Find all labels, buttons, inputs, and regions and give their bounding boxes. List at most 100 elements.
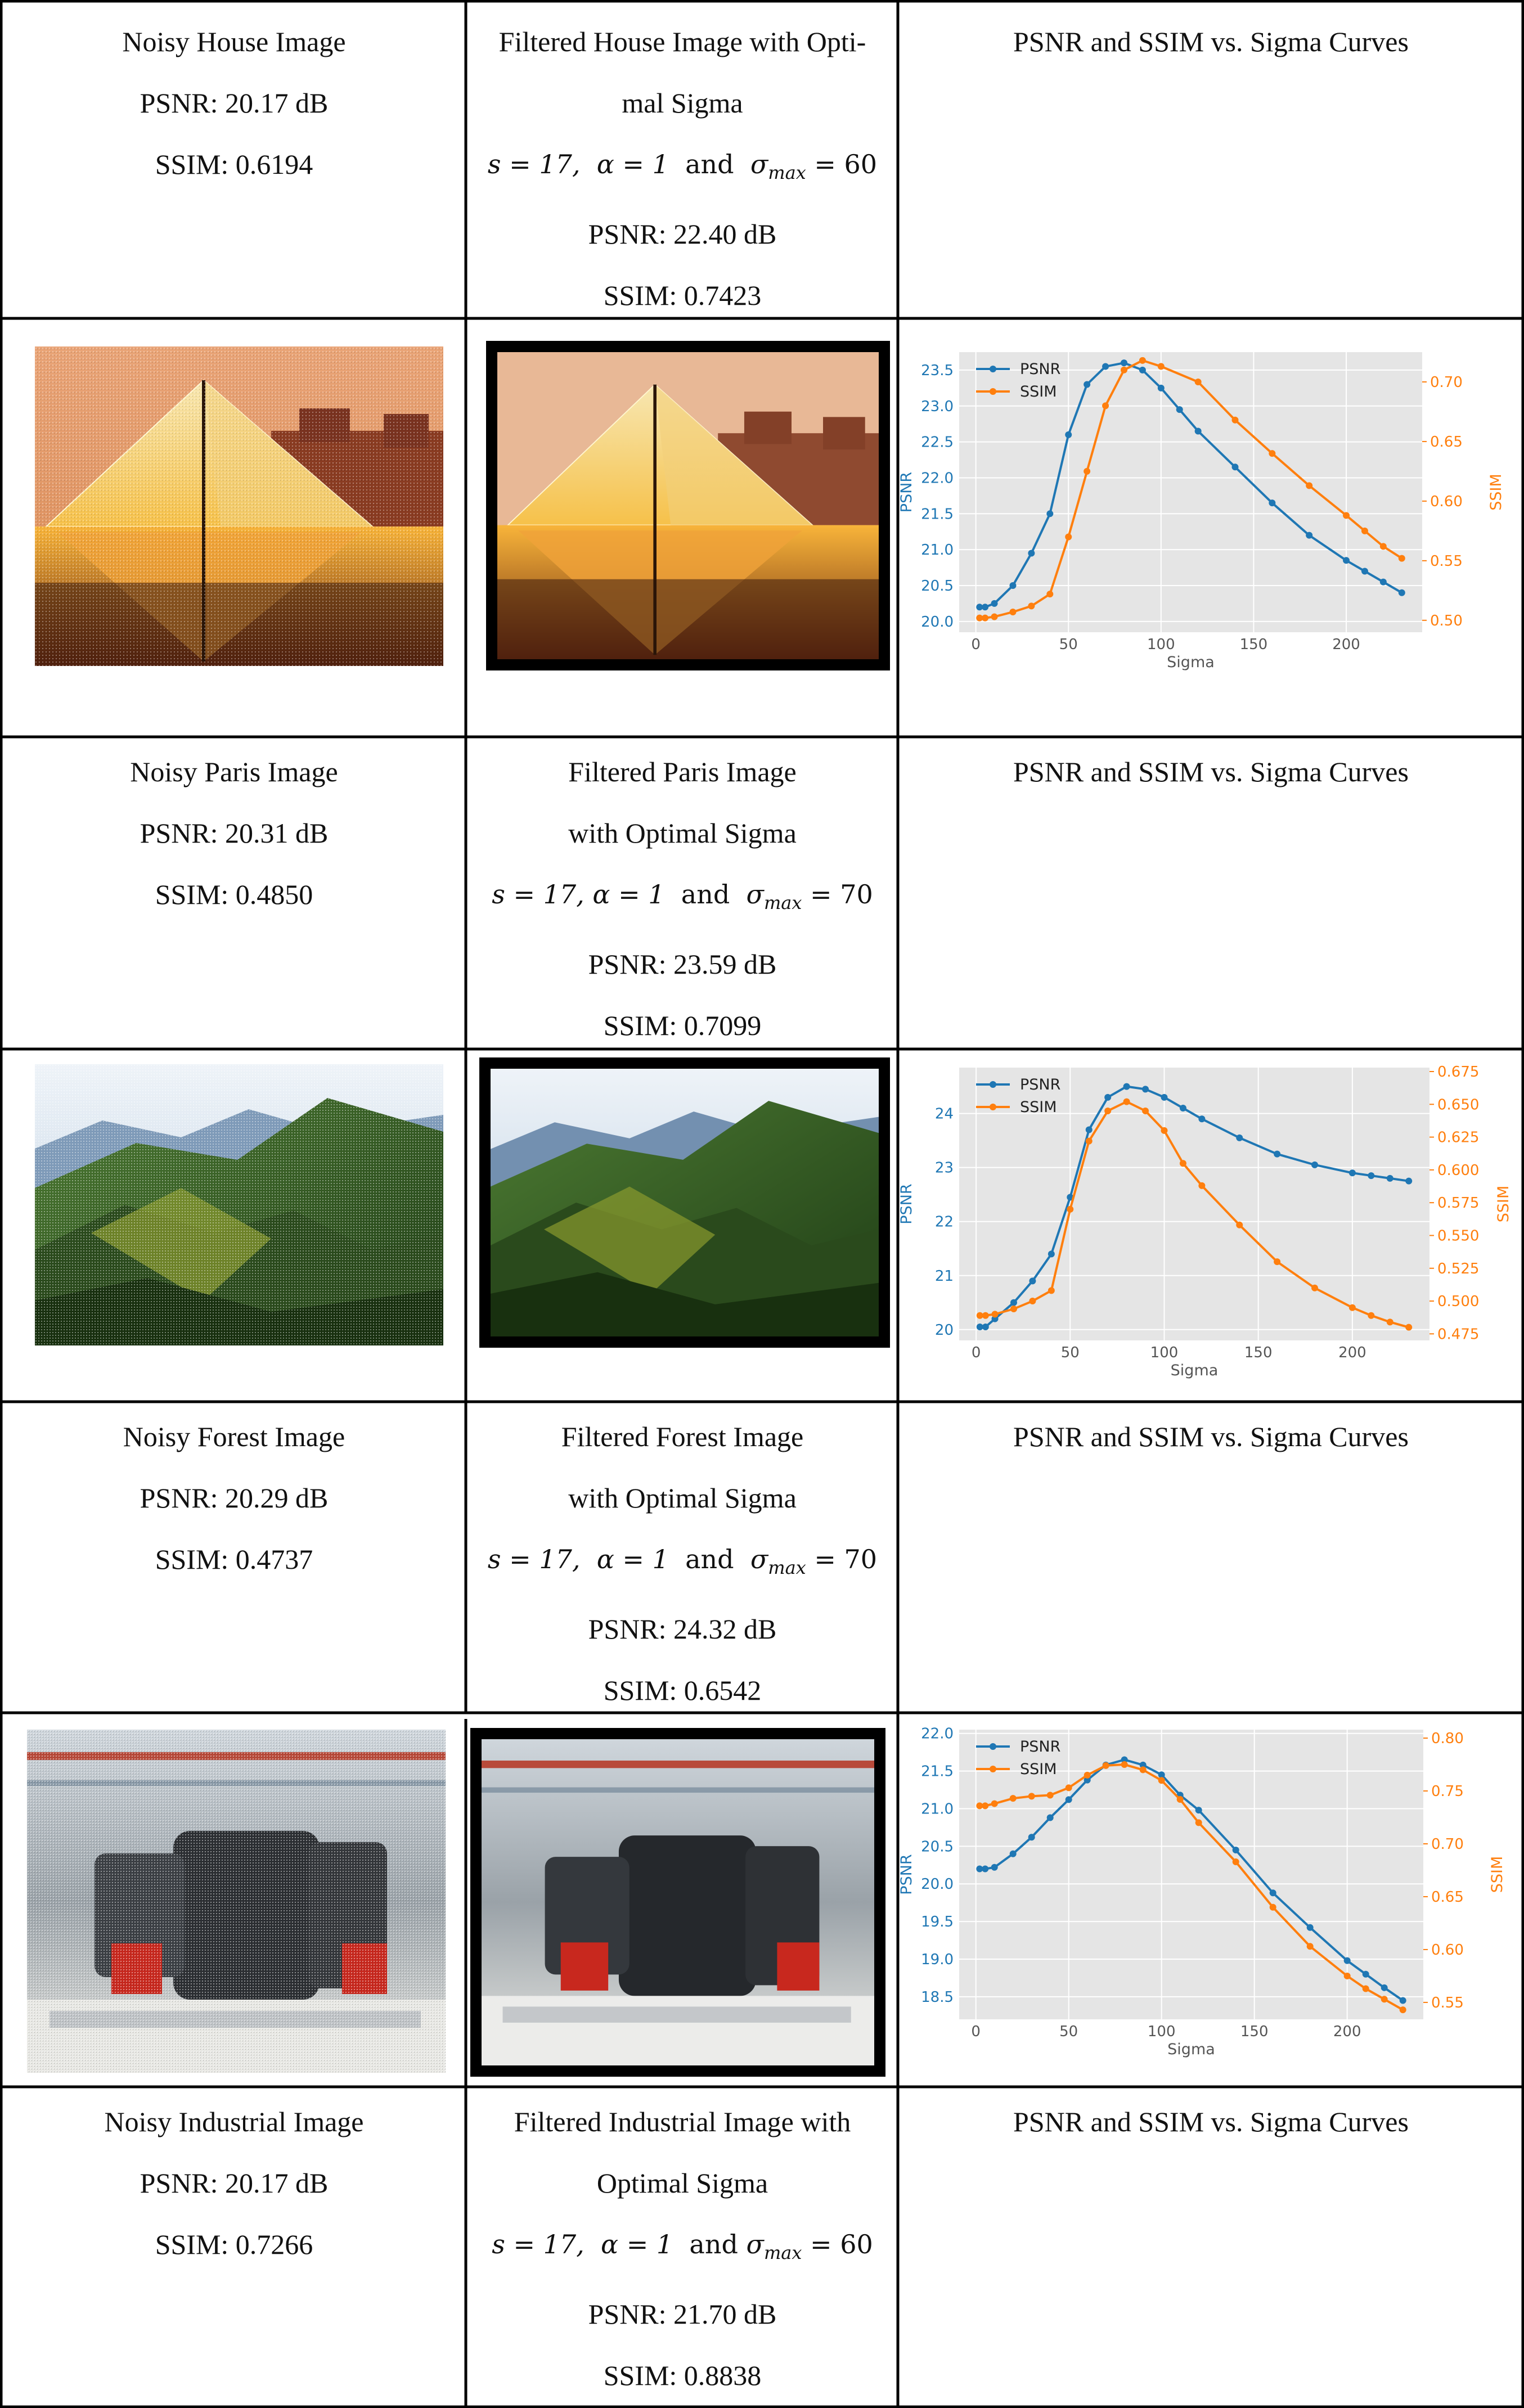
filtered-title-line: with Optimal Sigma bbox=[568, 817, 797, 849]
data-point-psnr bbox=[1274, 1150, 1281, 1158]
data-point-psnr bbox=[1198, 1115, 1206, 1123]
data-point-ssim bbox=[1084, 467, 1091, 475]
legend-label: PSNR bbox=[1020, 361, 1060, 378]
data-point-psnr bbox=[1120, 359, 1127, 367]
y-left-tick-label: 22.5 bbox=[921, 434, 954, 451]
data-point-psnr bbox=[1405, 1177, 1413, 1185]
filtered-ssim: SSIM: 0.7423 bbox=[603, 280, 762, 312]
y-right-tick-label: 0.525 bbox=[1437, 1261, 1479, 1277]
noisy-paris-caption: Noisy Paris Image PSNR: 20.31 dB SSIM: 0… bbox=[2, 741, 466, 925]
filtered-title-line: Filtered Industrial Image with bbox=[514, 2106, 851, 2137]
filtered-title-line: Filtered House Image with Opti- bbox=[498, 26, 866, 57]
y-right-tick-label: 0.75 bbox=[1431, 1783, 1464, 1800]
legend-marker bbox=[990, 1081, 996, 1088]
noisy-industrial-caption: Noisy Industrial Image PSNR: 20.17 dB SS… bbox=[2, 2091, 466, 2275]
data-point-psnr bbox=[1176, 406, 1183, 413]
x-tick-label: 0 bbox=[971, 2023, 981, 2040]
filtered-industrial-caption: Filtered Industrial Image with Optimal S… bbox=[467, 2091, 898, 2406]
filtered-psnr: PSNR: 23.59 dB bbox=[588, 948, 777, 980]
param-and: and bbox=[685, 1544, 734, 1574]
data-point-ssim bbox=[1198, 1182, 1206, 1189]
noisy-title: Noisy House Image bbox=[122, 26, 346, 57]
data-point-ssim bbox=[1195, 1819, 1202, 1826]
param-sigma: σ bbox=[746, 879, 764, 910]
y-right-tick-label: 0.600 bbox=[1437, 1162, 1479, 1179]
data-point-ssim bbox=[1009, 608, 1017, 615]
data-point-psnr bbox=[1179, 1105, 1186, 1112]
y-left-axis-label: PSNR bbox=[899, 472, 915, 512]
y-right-tick-label: 0.65 bbox=[1430, 434, 1463, 451]
y-right-tick-label: 0.55 bbox=[1431, 1995, 1464, 2011]
y-right-tick-label: 0.65 bbox=[1431, 1889, 1464, 1906]
x-tick-label: 0 bbox=[972, 1344, 981, 1361]
x-tick-label: 0 bbox=[971, 636, 981, 653]
data-point-psnr bbox=[1236, 1134, 1243, 1141]
data-point-psnr bbox=[1269, 499, 1276, 507]
filtered-forest-image bbox=[470, 1728, 885, 2077]
x-tick-label: 150 bbox=[1240, 2023, 1269, 2040]
y-left-tick-label: 24 bbox=[935, 1106, 954, 1123]
x-tick-label: 100 bbox=[1147, 636, 1175, 653]
y-left-tick-label: 22.0 bbox=[921, 470, 954, 487]
filtered-title-line: mal Sigma bbox=[622, 87, 743, 119]
data-point-psnr bbox=[1343, 1957, 1351, 1964]
data-point-psnr bbox=[982, 1323, 989, 1330]
data-point-ssim bbox=[1102, 402, 1109, 409]
y-left-tick-label: 19.0 bbox=[921, 1951, 954, 1968]
data-point-psnr bbox=[1232, 1847, 1239, 1854]
filtered-house-image bbox=[486, 341, 890, 670]
filtered-params: s = 17, α = 1 and σmax = 60 bbox=[467, 2214, 898, 2284]
x-tick-label: 200 bbox=[1332, 636, 1360, 653]
legend-label: SSIM bbox=[1020, 1099, 1057, 1116]
data-point-ssim bbox=[1381, 1996, 1388, 2003]
filtered-psnr: PSNR: 21.70 dB bbox=[588, 2298, 777, 2330]
y-left-tick-label: 23 bbox=[935, 1160, 954, 1177]
data-point-ssim bbox=[1232, 1858, 1239, 1865]
data-point-ssim bbox=[1158, 1777, 1165, 1784]
psnr-ssim-chart-2: 0 50 100 150 200 20 21 22 23 24 0.475 0.500 0.525 0.5… bbox=[898, 1050, 1523, 1401]
data-point-ssim bbox=[1067, 1205, 1074, 1213]
x-axis-label: Sigma bbox=[1167, 2041, 1215, 2058]
data-point-ssim bbox=[1046, 591, 1054, 598]
data-point-ssim bbox=[991, 613, 998, 620]
y-left-tick-label: 21.5 bbox=[921, 1763, 954, 1780]
filtered-params: s = 17, α = 1 and σmax = 70 bbox=[467, 1529, 898, 1599]
data-point-ssim bbox=[1343, 512, 1350, 519]
data-point-psnr bbox=[1065, 1796, 1072, 1803]
data-point-ssim bbox=[1139, 357, 1146, 364]
data-point-ssim bbox=[1065, 1784, 1072, 1792]
curves-title: PSNR and SSIM vs. Sigma Curves bbox=[1013, 2106, 1409, 2137]
data-point-ssim bbox=[1274, 1258, 1281, 1266]
data-point-ssim bbox=[1084, 1771, 1091, 1779]
param-and: and bbox=[681, 879, 730, 910]
y-right-tick-label: 0.625 bbox=[1437, 1129, 1479, 1146]
data-point-ssim bbox=[1368, 1312, 1375, 1319]
legend-marker bbox=[990, 1766, 996, 1772]
data-point-ssim bbox=[1306, 1943, 1314, 1950]
data-point-ssim bbox=[1139, 1766, 1147, 1774]
data-point-ssim bbox=[1102, 1762, 1109, 1769]
data-point-ssim bbox=[1179, 1160, 1186, 1167]
filtered-psnr: PSNR: 24.32 dB bbox=[588, 1613, 777, 1645]
data-point-psnr bbox=[1123, 1083, 1130, 1090]
x-tick-label: 200 bbox=[1338, 1344, 1366, 1361]
data-point-psnr bbox=[1084, 1776, 1091, 1784]
filtered-params: s = 17, α = 1 and σmax = 60 bbox=[467, 134, 898, 204]
data-point-ssim bbox=[1176, 1796, 1184, 1803]
param-s: s = 17, bbox=[487, 149, 581, 179]
x-axis-label: Sigma bbox=[1171, 1362, 1219, 1379]
data-point-psnr bbox=[1085, 1126, 1093, 1133]
legend-label: PSNR bbox=[1020, 1738, 1060, 1756]
param-value: = 60 bbox=[810, 2229, 873, 2260]
param-and: and bbox=[685, 149, 734, 179]
data-point-psnr bbox=[1306, 1924, 1314, 1931]
filtered-paris-caption: Filtered Paris Image with Optimal Sigma … bbox=[467, 741, 898, 1056]
curves-caption: PSNR and SSIM vs. Sigma Curves bbox=[899, 2091, 1523, 2153]
data-point-ssim bbox=[1010, 1306, 1017, 1313]
param-s: s = 17, bbox=[487, 1544, 581, 1574]
noisy-title: Noisy Paris Image bbox=[130, 756, 338, 787]
y-left-tick-label: 20.0 bbox=[921, 1876, 954, 1893]
y-left-tick-label: 21.5 bbox=[921, 506, 954, 523]
data-point-ssim bbox=[1104, 1107, 1112, 1114]
param-value: = 70 bbox=[814, 1544, 878, 1574]
